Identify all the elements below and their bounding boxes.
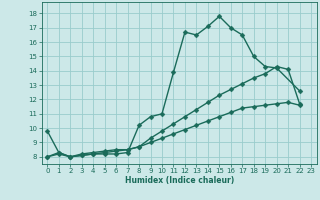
X-axis label: Humidex (Indice chaleur): Humidex (Indice chaleur) (124, 176, 234, 185)
